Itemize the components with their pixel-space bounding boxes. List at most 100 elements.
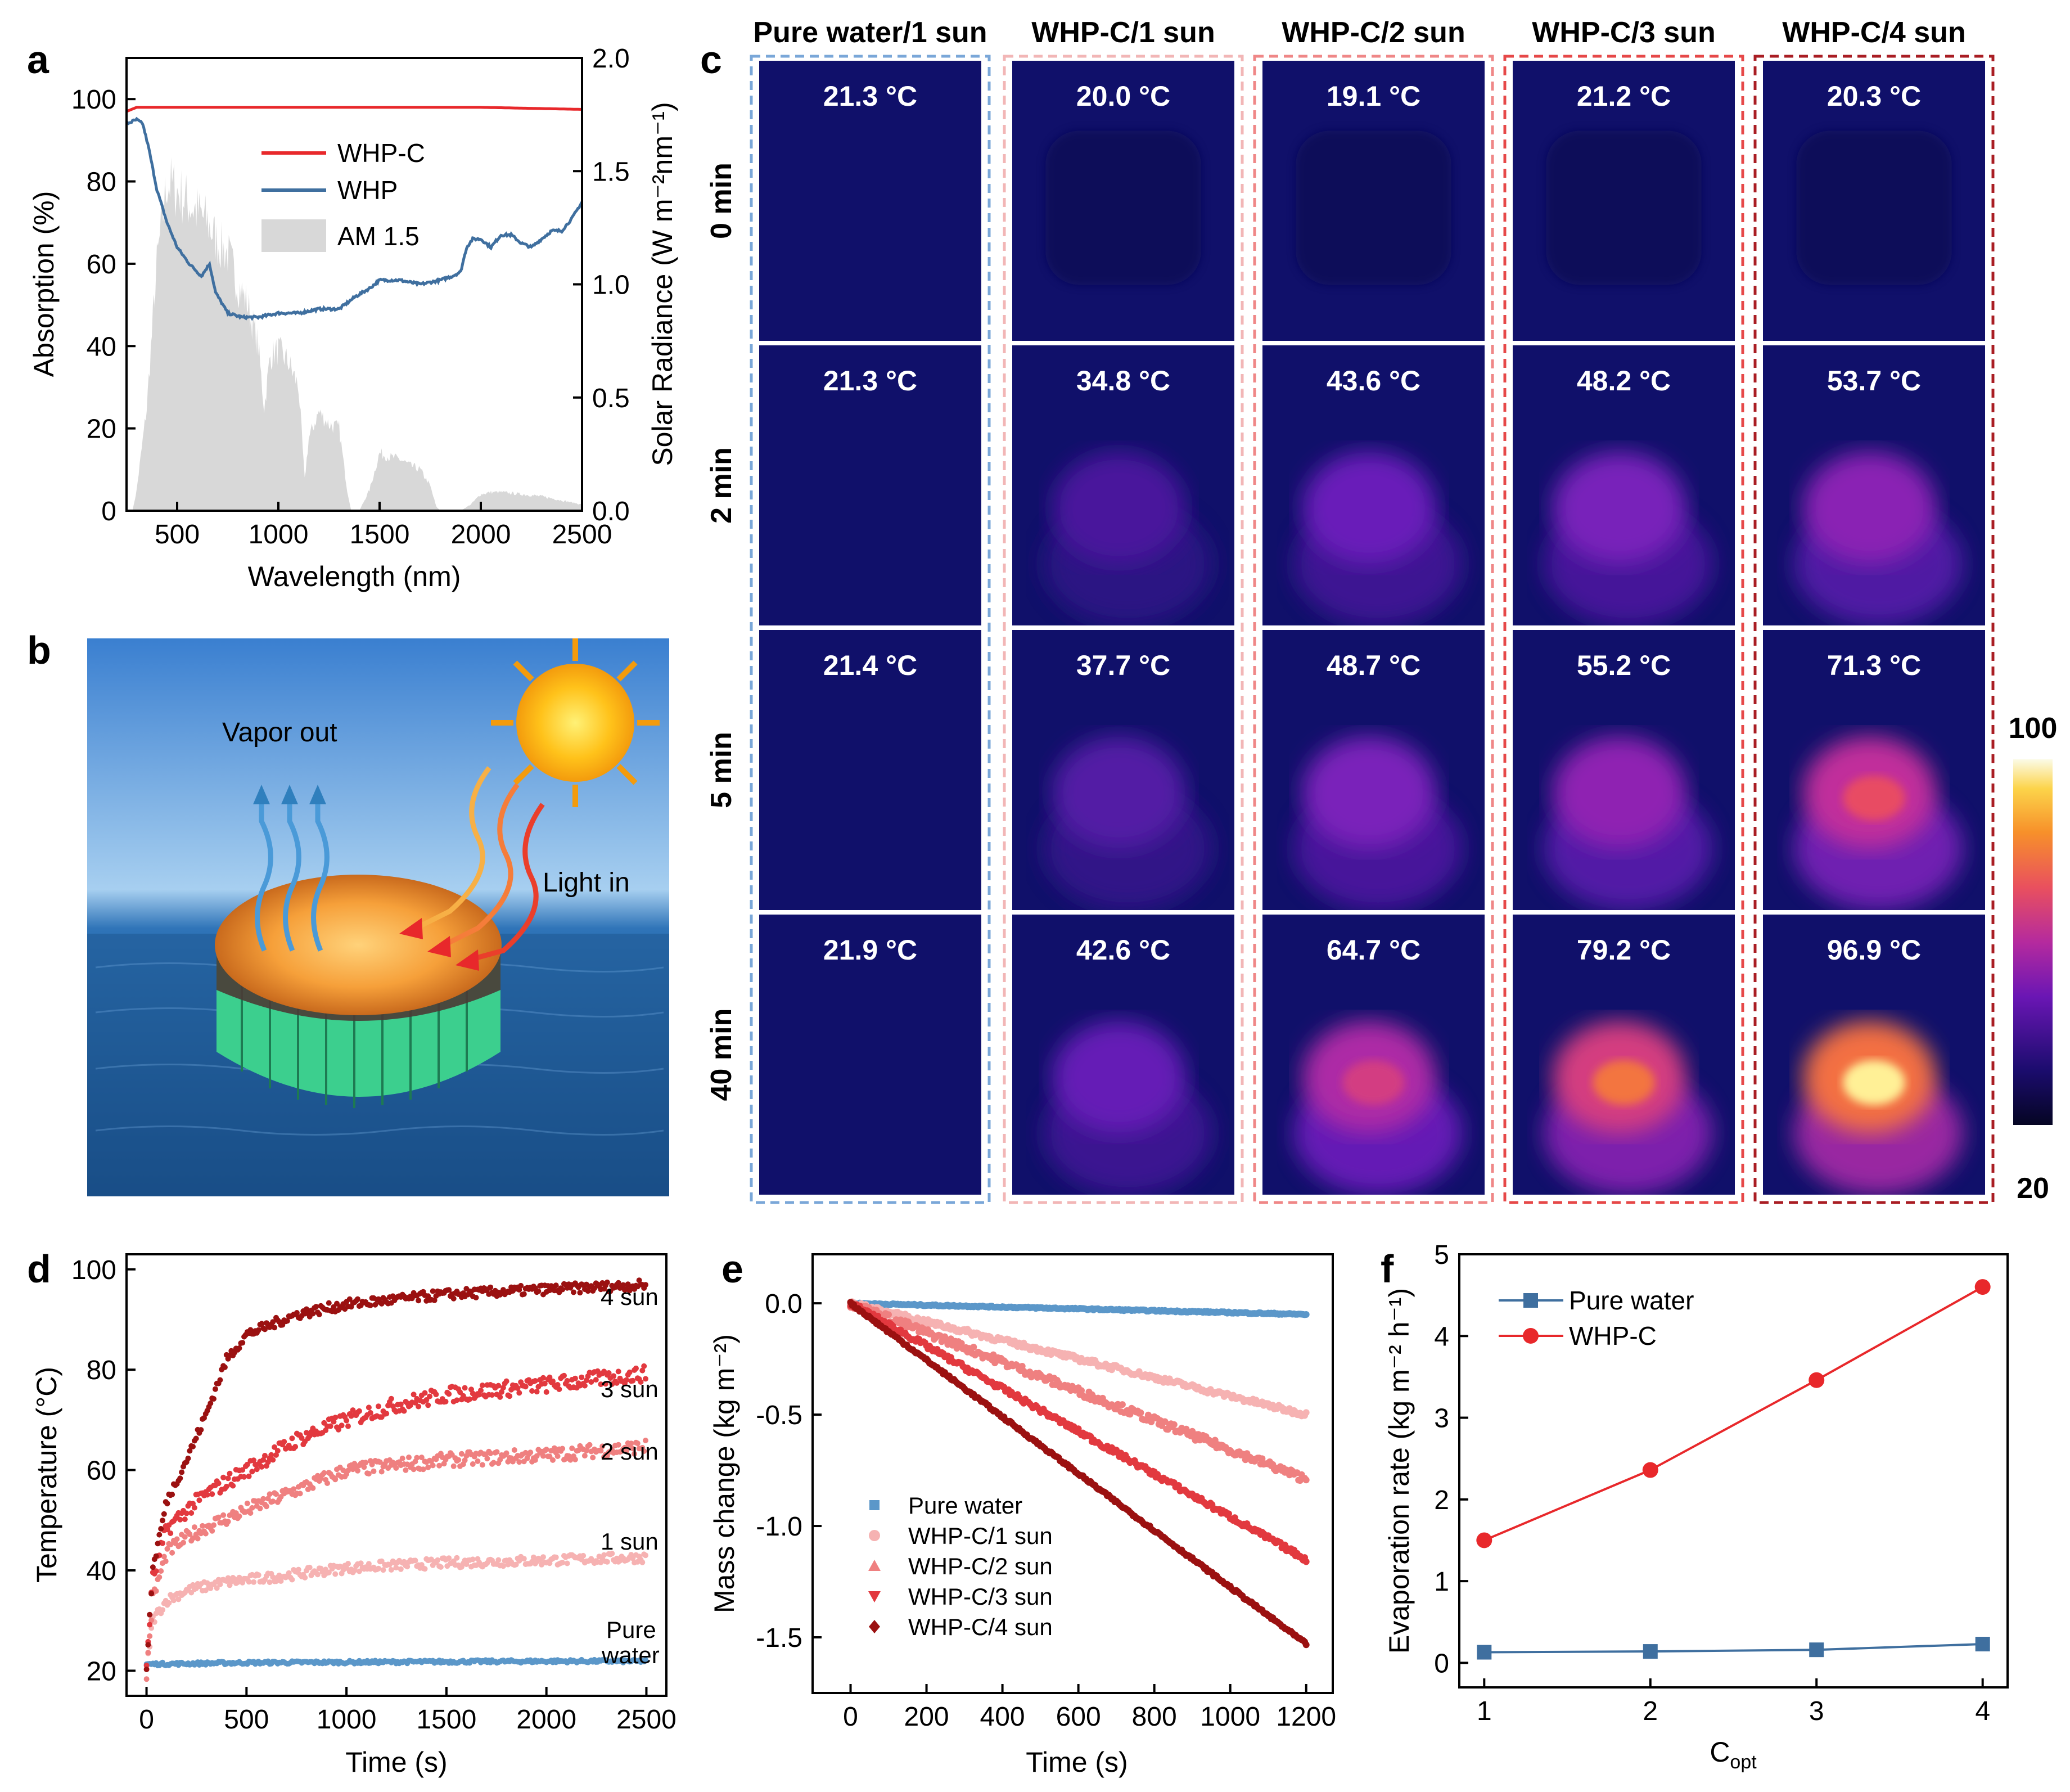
d-point — [450, 1295, 457, 1302]
am15-spectrum-area — [132, 157, 582, 511]
d-point — [554, 1453, 561, 1459]
d-point — [411, 1466, 417, 1473]
d-point — [636, 1277, 642, 1284]
d-point — [267, 1491, 273, 1497]
panel-f-frame — [1458, 1253, 2009, 1689]
e-ytick-label: 0.0 — [765, 1289, 802, 1319]
thermal-hotspot — [1843, 1060, 1905, 1105]
d-ytick-label: 20 — [87, 1656, 116, 1686]
a-ytick-label: 20 — [87, 415, 116, 444]
a-ytick-label: 0 — [101, 497, 116, 526]
e-series-whp-c-4-sun — [847, 1299, 1310, 1649]
d-point — [304, 1306, 309, 1312]
d-point — [372, 1302, 378, 1308]
d-point — [599, 1443, 606, 1449]
d-point — [170, 1597, 177, 1604]
d-point — [168, 1530, 174, 1536]
panel-e-legend: Pure water WHP-C/1 sun WHP-C/2 sun WHP-C/3 … — [868, 1492, 1053, 1640]
d-point — [346, 1296, 353, 1302]
d-point — [435, 1557, 441, 1563]
panel-a: a 500 1000 1500 2000 2500 0 20 40 60 80 100 0.0 0.5 1… — [27, 38, 678, 592]
d-point — [188, 1510, 195, 1516]
d-point — [247, 1510, 254, 1516]
panel-e-clip — [847, 1298, 1310, 1649]
d-point — [560, 1560, 566, 1566]
a-y2tick-label: 2.0 — [592, 44, 630, 74]
d-point — [160, 1518, 165, 1524]
e-point — [1137, 1409, 1144, 1416]
d-point — [623, 1377, 629, 1383]
d-point — [153, 1553, 159, 1559]
f-point — [1975, 1637, 1990, 1651]
d-point — [289, 1435, 295, 1442]
d-point — [344, 1417, 350, 1424]
d-point — [340, 1467, 346, 1474]
d-point — [366, 1561, 372, 1567]
temperature-label: 21.3 °C — [823, 80, 917, 112]
panel-f-ylabel: Evaporation rate (kg m⁻² h⁻¹) — [1383, 1288, 1415, 1654]
thermal-cell: 34.8 °C — [1012, 345, 1234, 625]
d-point — [411, 1392, 417, 1398]
panel-f-xlabel-main: C — [1710, 1736, 1730, 1768]
panel-e-letter: e — [721, 1247, 743, 1291]
d-point — [388, 1567, 394, 1573]
d-point — [174, 1536, 180, 1542]
d-series-4-sun — [143, 1277, 648, 1672]
d-point — [291, 1486, 297, 1492]
d-point — [208, 1400, 214, 1406]
legend-whp-label: WHP — [337, 175, 398, 205]
d-point — [161, 1554, 167, 1560]
d-point — [367, 1302, 373, 1308]
row-label: 0 min — [705, 163, 738, 239]
colorbar-max-label: 100 — [2009, 712, 2058, 745]
d-point — [289, 1577, 295, 1583]
d-point — [414, 1455, 420, 1461]
d-point — [217, 1581, 223, 1587]
d-point — [580, 1552, 587, 1559]
d-point — [527, 1449, 534, 1456]
legend-whp-c-marker — [1523, 1328, 1539, 1344]
temperature-label: 37.7 °C — [1076, 650, 1170, 681]
f-ytick-label: 5 — [1434, 1240, 1449, 1270]
d-point — [262, 1453, 268, 1458]
d-point — [158, 1526, 164, 1532]
column-title: WHP-C/1 sun — [1031, 16, 1215, 49]
annot-2-sun: 2 sun — [601, 1438, 659, 1465]
column-dashed-border — [1753, 55, 1995, 1204]
d-point — [202, 1530, 209, 1537]
d-point — [160, 1540, 165, 1546]
d-point — [572, 1375, 578, 1381]
d-point — [281, 1439, 287, 1445]
d-point — [567, 1457, 574, 1463]
d-point — [518, 1282, 524, 1289]
d-point — [403, 1467, 409, 1473]
e-point — [1302, 1409, 1310, 1416]
d-point — [412, 1557, 418, 1564]
d-point — [150, 1564, 156, 1570]
panel-a-legend: WHP-C WHP AM 1.5 — [261, 138, 425, 252]
d-point — [598, 1381, 604, 1388]
vapor-arrows-icon — [253, 785, 330, 952]
d-point — [641, 1363, 647, 1369]
panel-a-clip — [127, 106, 582, 511]
thermal-hotspot — [1593, 1060, 1655, 1105]
f-series-pure-water — [1477, 1637, 1990, 1660]
d-point — [369, 1461, 375, 1467]
d-ytick-label: 100 — [71, 1255, 116, 1285]
panel-a-plot — [127, 106, 582, 511]
d-point — [316, 1312, 322, 1317]
e-series-whp-c-3-sun — [847, 1301, 1310, 1565]
thermal-blob — [1293, 452, 1463, 625]
d-point — [181, 1539, 186, 1546]
e-legend-label: WHP-C/3 sun — [908, 1583, 1053, 1610]
d-point — [263, 1503, 269, 1510]
thermal-cell: 48.2 °C — [1513, 345, 1735, 625]
thermal-blob — [1794, 1021, 1963, 1195]
d-point — [422, 1566, 428, 1572]
d-point — [183, 1510, 190, 1516]
thermal-top — [1553, 452, 1686, 564]
thermal-blob — [1043, 1021, 1212, 1195]
d-point — [345, 1467, 351, 1474]
panel-a-y2label: Solar Radiance (W m⁻²nm⁻¹) — [647, 102, 678, 466]
d-point — [332, 1476, 339, 1483]
